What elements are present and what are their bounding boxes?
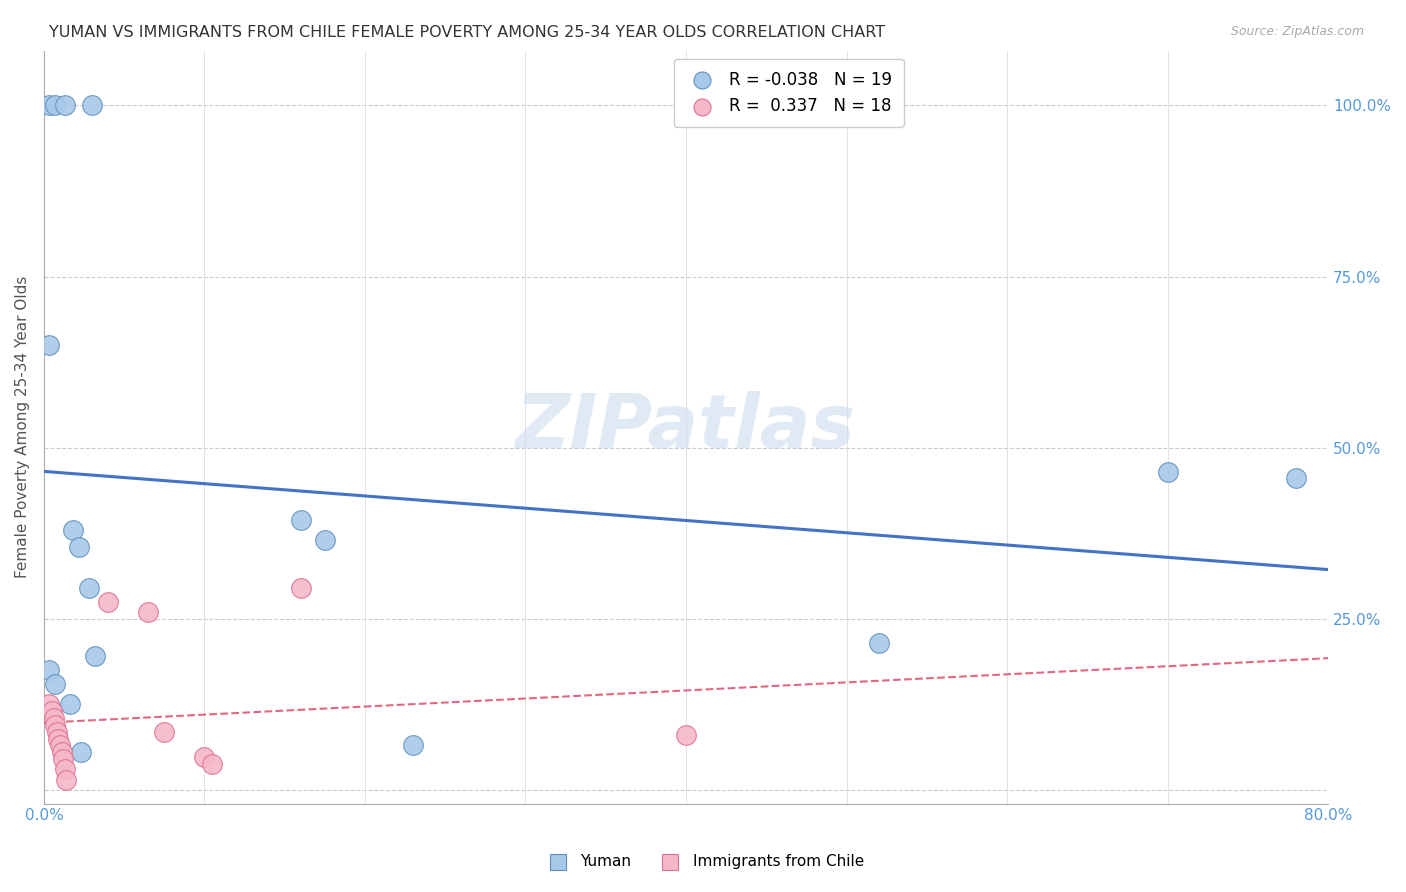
Point — [675, 728, 697, 742]
Y-axis label: Female Poverty Among 25-34 Year Olds: Female Poverty Among 25-34 Year Olds — [15, 276, 30, 578]
Point — [44, 718, 66, 732]
Point — [41, 704, 63, 718]
Point — [38, 98, 60, 112]
Point — [69, 745, 91, 759]
Point — [290, 581, 312, 595]
Point — [62, 523, 84, 537]
Point — [201, 756, 224, 771]
Point — [53, 98, 76, 112]
Point — [38, 698, 60, 712]
Point — [1156, 465, 1178, 479]
Point — [45, 724, 67, 739]
Point — [67, 540, 90, 554]
Text: Source: ZipAtlas.com: Source: ZipAtlas.com — [1230, 25, 1364, 38]
Point — [42, 711, 65, 725]
Point — [53, 763, 76, 777]
Point — [153, 724, 176, 739]
Text: YUMAN VS IMMIGRANTS FROM CHILE FEMALE POVERTY AMONG 25-34 YEAR OLDS CORRELATION : YUMAN VS IMMIGRANTS FROM CHILE FEMALE PO… — [49, 25, 886, 40]
Point — [84, 649, 107, 664]
Point — [77, 581, 100, 595]
Point — [58, 698, 80, 712]
Point — [136, 605, 159, 619]
Point — [97, 595, 120, 609]
Point — [38, 663, 60, 677]
Point — [868, 636, 890, 650]
Point — [314, 533, 336, 547]
Point — [52, 752, 75, 766]
Point — [193, 750, 215, 764]
Legend: R = -0.038   N = 19, R =  0.337   N = 18: R = -0.038 N = 19, R = 0.337 N = 18 — [673, 59, 904, 127]
Text: ZIPatlas: ZIPatlas — [516, 391, 856, 464]
Point — [49, 739, 72, 753]
Point — [38, 338, 60, 352]
Point — [44, 98, 66, 112]
Point — [44, 677, 66, 691]
Legend: Yuman, Immigrants from Chile: Yuman, Immigrants from Chile — [536, 848, 870, 875]
Point — [1285, 471, 1308, 485]
Point — [290, 512, 312, 526]
Point — [80, 98, 103, 112]
Point — [55, 772, 77, 787]
Point — [402, 739, 425, 753]
Point — [51, 745, 73, 759]
Point — [46, 731, 69, 746]
